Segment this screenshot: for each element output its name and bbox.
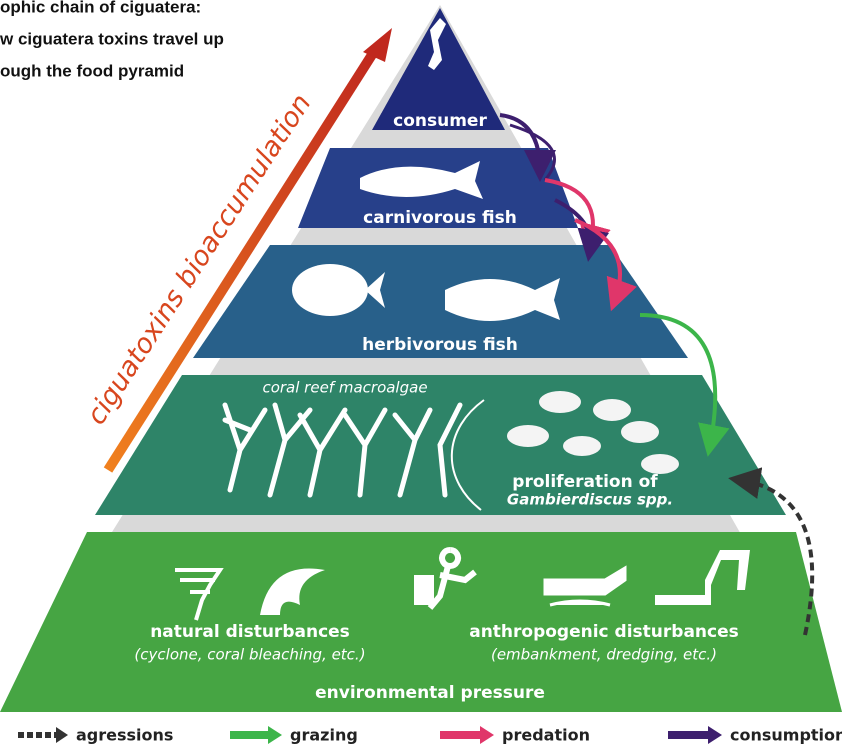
title-line: ophic chain of ciguatera: — [0, 0, 201, 16]
legend-swatch — [480, 726, 494, 744]
level-label: carnivorous fish — [363, 208, 517, 228]
level-label: herbivorous fish — [362, 335, 518, 355]
level-label: environmental pressure — [315, 683, 545, 703]
title-line: ough the food pyramid — [0, 61, 184, 80]
box-icon — [414, 575, 434, 605]
level-label: coral reef macroalgae — [262, 379, 427, 397]
level-label: proliferation of — [512, 472, 658, 492]
legend-label: consumption — [730, 726, 842, 745]
level-label: (embankment, dredging, etc.) — [491, 646, 717, 664]
level-label: consumer — [393, 111, 487, 131]
legend-label: predation — [502, 726, 590, 745]
level-label: natural disturbances — [150, 622, 350, 642]
legend: agressions grazing predation consumption — [18, 726, 842, 745]
legend-swatch — [708, 726, 722, 744]
level-label: (cyclone, coral bleaching, etc.) — [134, 646, 365, 664]
legend-label: agressions — [76, 726, 173, 745]
title-line: w ciguatera toxins travel up — [0, 29, 224, 48]
legend-label: grazing — [290, 726, 358, 745]
legend-swatch — [268, 726, 282, 744]
level-label: Gambierdiscus spp. — [507, 491, 673, 509]
legend-swatch — [56, 727, 68, 743]
diagram: ciguatoxins bioaccumulation ophic chain … — [0, 0, 842, 752]
level-label: anthropogenic disturbances — [469, 622, 739, 642]
fish-icon — [292, 264, 368, 316]
